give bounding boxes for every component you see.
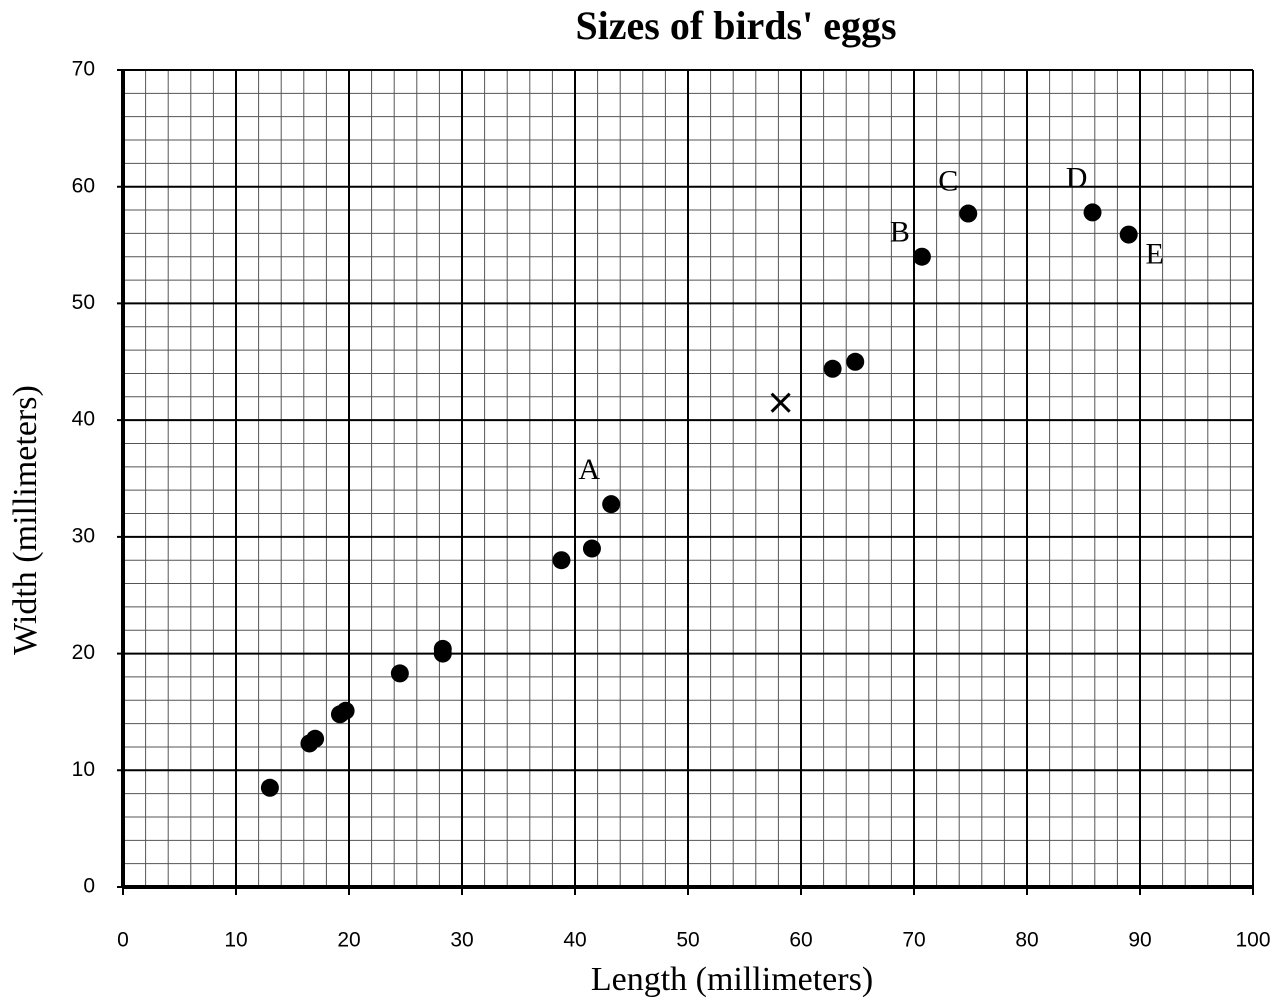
x-tick-label: 60 [789, 929, 812, 952]
point [306, 729, 325, 748]
y-tick-label: 40 [72, 408, 95, 431]
point-label: B [890, 216, 910, 249]
x-tick-label: 70 [902, 929, 925, 952]
x-tick-label: 20 [337, 929, 360, 952]
chart-title: Sizes of birds' eggs [575, 3, 896, 48]
point [959, 204, 978, 223]
y-tick-label: 30 [72, 524, 95, 547]
point [912, 247, 931, 266]
y-tick-label: 0 [83, 875, 95, 898]
y-tick-label: 70 [72, 58, 95, 81]
point [582, 539, 601, 558]
y-tick-label: 50 [72, 291, 95, 314]
x-tick-label: 40 [563, 929, 586, 952]
x-tick-label: 80 [1015, 929, 1038, 952]
x-tick-label: 30 [450, 929, 473, 952]
x-marker [770, 392, 791, 413]
point [390, 664, 409, 683]
x-tick-label: 10 [224, 929, 247, 952]
y-tick-label: 60 [72, 174, 95, 197]
point-label: A [578, 453, 600, 486]
x-axis-label: Length (millimeters) [591, 961, 873, 998]
y-axis-label: Width (millimeters) [7, 385, 44, 655]
point [602, 495, 621, 514]
point [1083, 203, 1102, 222]
point [552, 551, 571, 570]
point [336, 701, 355, 720]
point [846, 352, 865, 371]
y-tick-label: 10 [72, 758, 95, 781]
point-label: C [938, 164, 958, 197]
x-tick-label: 90 [1128, 929, 1151, 952]
point-label: E [1146, 237, 1164, 270]
point [433, 639, 452, 658]
x-tick-label: 50 [676, 929, 699, 952]
point [823, 359, 842, 378]
x-tick-label: 100 [1235, 929, 1270, 952]
point-label: D [1066, 161, 1088, 194]
point [260, 778, 279, 797]
x-tick-label: 0 [117, 929, 129, 952]
point [1119, 225, 1138, 244]
y-tick-label: 20 [72, 641, 95, 664]
